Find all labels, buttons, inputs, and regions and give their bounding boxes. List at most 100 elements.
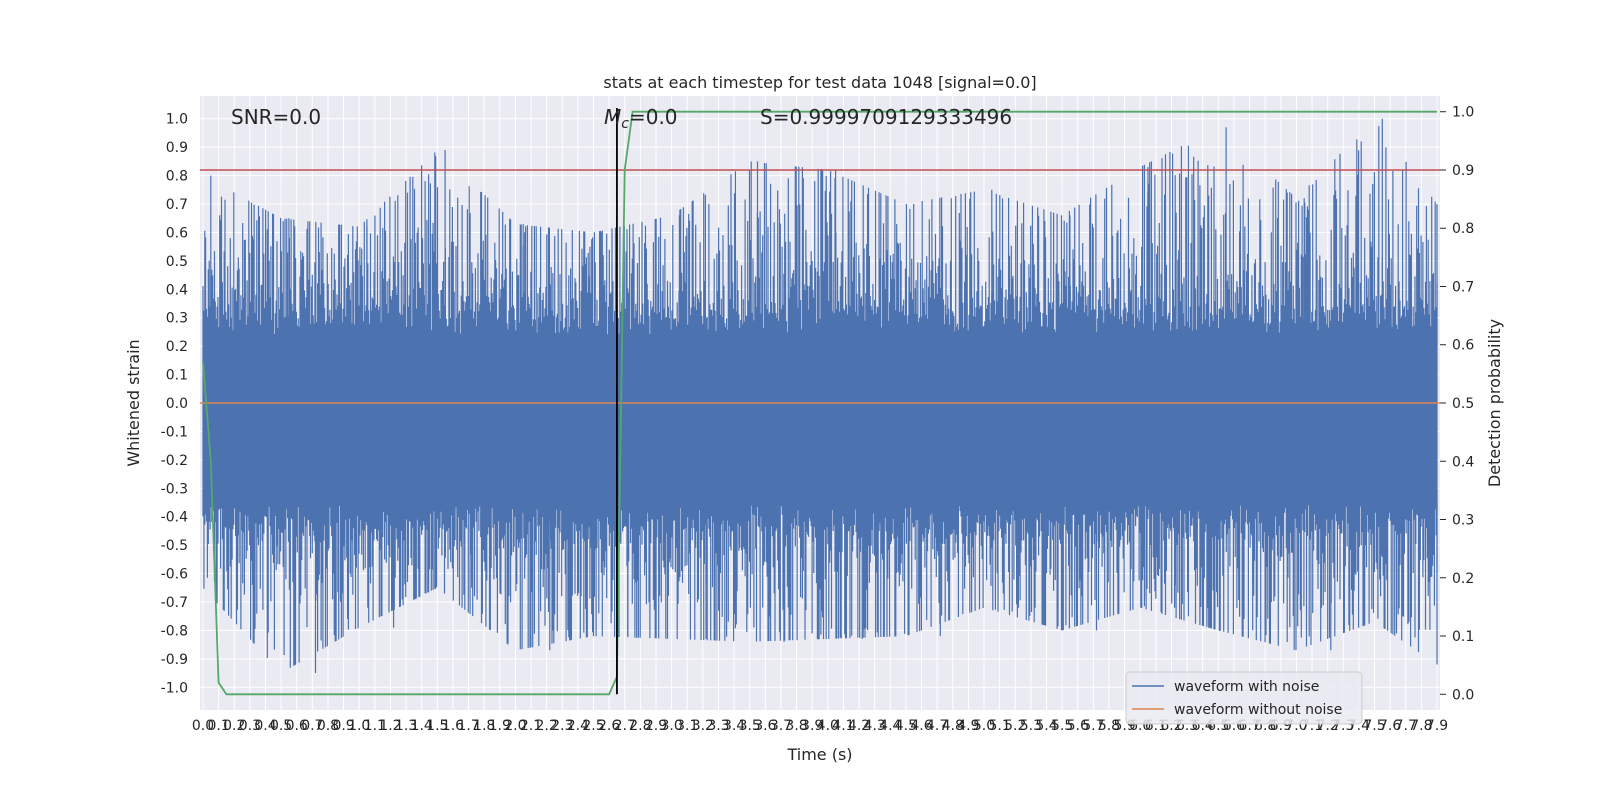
x-tick-label: 3.2 bbox=[692, 718, 714, 734]
x-tick-label: 4.6 bbox=[910, 718, 932, 734]
x-tick-label: 0.0 bbox=[192, 718, 214, 734]
x-tick-label: 5.1 bbox=[989, 718, 1011, 734]
left-y-tick-label: -0.5 bbox=[161, 538, 188, 554]
right-y-tick-label: 0.1 bbox=[1452, 629, 1474, 645]
left-y-tick-label: 0.8 bbox=[166, 169, 188, 185]
right-y-tick-label: 0.3 bbox=[1452, 513, 1474, 529]
left-y-tick-label: -0.2 bbox=[161, 453, 188, 469]
chart-title: stats at each timestep for test data 104… bbox=[603, 73, 1036, 92]
x-tick-label: 0.2 bbox=[223, 718, 245, 734]
right-y-tick-label: 0.5 bbox=[1452, 396, 1474, 412]
right-y-tick-label: 0.8 bbox=[1452, 221, 1474, 237]
left-y-tick-label: -0.1 bbox=[161, 424, 188, 440]
x-tick-label: 7.8 bbox=[1410, 718, 1432, 734]
waveform-with-noise-series bbox=[202, 118, 1438, 673]
left-y-tick-label: -1.0 bbox=[161, 680, 188, 696]
x-tick-label: 0.1 bbox=[207, 718, 229, 734]
x-tick-label: 3.9 bbox=[801, 718, 823, 734]
x-tick-label: 0.9 bbox=[332, 718, 354, 734]
waveform-spikes bbox=[210, 118, 1438, 673]
x-tick-label: 2.7 bbox=[614, 718, 636, 734]
score-annotation: S=0.9999709129333496 bbox=[760, 105, 1012, 129]
x-tick-label: 4.8 bbox=[942, 718, 964, 734]
x-tick-label: 2.4 bbox=[567, 718, 589, 734]
left-y-tick-label: -0.9 bbox=[161, 652, 188, 668]
detection-probability-line bbox=[202, 110, 1437, 696]
left-y-tick-label: -0.4 bbox=[161, 510, 188, 526]
x-tick-label: 0.4 bbox=[254, 718, 276, 734]
x-tick-label: 3.3 bbox=[707, 718, 729, 734]
chirp-mass-symbol: M bbox=[604, 105, 621, 129]
x-tick-label: 0.8 bbox=[317, 718, 339, 734]
x-tick-label: 4.2 bbox=[848, 718, 870, 734]
x-tick-label: 0.5 bbox=[270, 718, 292, 734]
chirp-mass-annotation: Mc=0.0 bbox=[604, 105, 678, 132]
x-tick-label: 7.5 bbox=[1363, 718, 1385, 734]
left-y-tick-label: 0.2 bbox=[166, 339, 188, 355]
right-y-tick-label: 0.9 bbox=[1452, 163, 1474, 179]
x-tick-label: 0.7 bbox=[301, 718, 323, 734]
x-tick-label: 4.5 bbox=[895, 718, 917, 734]
x-tick-label: 1.6 bbox=[442, 718, 464, 734]
left-y-tick-label: 0.0 bbox=[166, 396, 188, 412]
x-tick-label: 3.6 bbox=[754, 718, 776, 734]
x-tick-label: 1.5 bbox=[426, 718, 448, 734]
x-tick-label: 2.8 bbox=[629, 718, 651, 734]
x-tick-label: 3.1 bbox=[676, 718, 698, 734]
x-tick-label: 5.7 bbox=[1082, 718, 1104, 734]
x-tick-label: 1.1 bbox=[364, 718, 386, 734]
x-tick-label: 1.0 bbox=[348, 718, 370, 734]
left-y-tick-label: 0.7 bbox=[166, 197, 188, 213]
left-y-tick-label: -0.6 bbox=[161, 567, 188, 583]
waveform-with-noise-line bbox=[202, 126, 1438, 668]
x-tick-label: 1.2 bbox=[379, 718, 401, 734]
x-tick-label: 0.6 bbox=[286, 718, 308, 734]
x-tick-label: 7.7 bbox=[1395, 718, 1417, 734]
left-y-tick-label: 1.0 bbox=[166, 112, 188, 128]
x-tick-label: 1.7 bbox=[457, 718, 479, 734]
right-y-tick-label: 0.4 bbox=[1452, 454, 1474, 470]
legend-box bbox=[1125, 671, 1363, 725]
x-tick-label: 2.6 bbox=[598, 718, 620, 734]
right-y-tick-label: 1.0 bbox=[1452, 105, 1474, 121]
left-y-tick-label: 0.6 bbox=[166, 225, 188, 241]
x-tick-label: 7.6 bbox=[1379, 718, 1401, 734]
x-tick-label: 3.5 bbox=[739, 718, 761, 734]
x-tick-label: 5.2 bbox=[1004, 718, 1026, 734]
x-tick-label: 3.0 bbox=[660, 718, 682, 734]
x-tick-label: 5.6 bbox=[1067, 718, 1089, 734]
left-y-tick-label: -0.7 bbox=[161, 595, 188, 611]
x-tick-label: 2.0 bbox=[504, 718, 526, 734]
chirp-mass-value: =0.0 bbox=[629, 105, 678, 129]
x-tick-label: 3.8 bbox=[785, 718, 807, 734]
snr-annotation: SNR=0.0 bbox=[231, 105, 321, 129]
x-tick-label: 4.1 bbox=[832, 718, 854, 734]
legend: waveform with noise waveform without noi… bbox=[1125, 671, 1363, 725]
x-tick-label: 2.5 bbox=[582, 718, 604, 734]
legend-label-noise: waveform with noise bbox=[1174, 679, 1319, 695]
left-y-tick-label: 0.3 bbox=[166, 311, 188, 327]
x-tick-label: 2.3 bbox=[551, 718, 573, 734]
x-tick-label: 1.4 bbox=[411, 718, 433, 734]
left-y-tick-label: 0.9 bbox=[166, 140, 188, 156]
x-tick-label: 4.9 bbox=[957, 718, 979, 734]
x-tick-label: 2.9 bbox=[645, 718, 667, 734]
x-tick-label: 5.4 bbox=[1035, 718, 1057, 734]
right-y-tick-label: 0.2 bbox=[1452, 571, 1474, 587]
right-y-tick-label: 0.0 bbox=[1452, 687, 1474, 703]
x-tick-label: 2.1 bbox=[520, 718, 542, 734]
left-y-tick-label: 0.4 bbox=[166, 282, 188, 298]
x-tick-label: 5.0 bbox=[973, 718, 995, 734]
x-tick-label: 2.2 bbox=[536, 718, 558, 734]
x-tick-label: 4.3 bbox=[864, 718, 886, 734]
left-y-axis-label: Whitened strain bbox=[124, 339, 143, 466]
left-y-axis-ticks: 1.0 0.9 0.8 0.7 0.6 0.5 0.4 0.3 0.2 0.1 0.0 -0.1 -0.… bbox=[161, 112, 188, 697]
left-y-tick-label: -0.8 bbox=[161, 623, 188, 639]
x-tick-label: 5.8 bbox=[1098, 718, 1120, 734]
right-y-axis-ticks: 1.0 0.9 0.8 0.7 0.6 0.5 0.4 0.3 0.2 0.1 0.0 bbox=[1440, 105, 1474, 703]
x-tick-label: 4.4 bbox=[879, 718, 901, 734]
x-tick-label: 4.0 bbox=[817, 718, 839, 734]
left-y-tick-label: 0.5 bbox=[166, 254, 188, 270]
x-tick-label: 7.9 bbox=[1426, 718, 1448, 734]
overlay-lines bbox=[200, 108, 1440, 696]
